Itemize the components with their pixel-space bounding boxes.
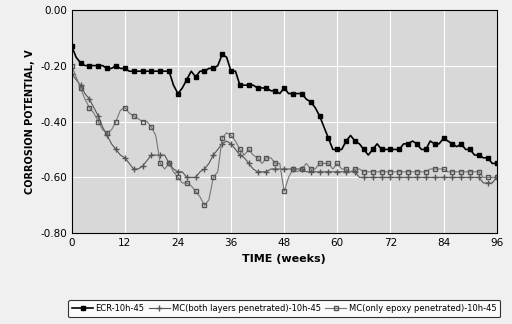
MC(only epoxy penetrated)-10h-45 [100, 128, 106, 132]
ECR-10h-45 [179, 86, 185, 90]
MC(both layers penetrated)-10h-45 [494, 176, 500, 179]
MC(only epoxy penetrated)-10h-45 [69, 64, 75, 68]
MC(both layers penetrated)-10h-45 [179, 170, 185, 174]
MC(both layers penetrated)-10h-45 [69, 72, 75, 76]
MC(only epoxy penetrated)-10h-45 [494, 176, 500, 179]
ECR-10h-45 [100, 64, 106, 68]
MC(both layers penetrated)-10h-45 [100, 125, 106, 129]
Line: MC(only epoxy penetrated)-10h-45: MC(only epoxy penetrated)-10h-45 [69, 63, 499, 208]
MC(both layers penetrated)-10h-45 [281, 167, 287, 171]
X-axis label: TIME (weeks): TIME (weeks) [242, 254, 326, 264]
ECR-10h-45 [312, 106, 318, 110]
MC(both layers penetrated)-10h-45 [480, 181, 486, 185]
MC(both layers penetrated)-10h-45 [396, 176, 402, 179]
ECR-10h-45 [396, 147, 402, 151]
MC(only epoxy penetrated)-10h-45 [179, 181, 185, 185]
ECR-10h-45 [494, 161, 500, 165]
Legend: ECR-10h-45, MC(both layers penetrated)-10h-45, MC(only epoxy penetrated)-10h-45: ECR-10h-45, MC(both layers penetrated)-1… [68, 300, 500, 318]
MC(only epoxy penetrated)-10h-45 [82, 97, 88, 101]
ECR-10h-45 [489, 161, 495, 165]
MC(only epoxy penetrated)-10h-45 [201, 203, 207, 207]
MC(both layers penetrated)-10h-45 [312, 170, 318, 174]
MC(only epoxy penetrated)-10h-45 [316, 161, 323, 165]
MC(only epoxy penetrated)-10h-45 [286, 176, 292, 179]
MC(both layers penetrated)-10h-45 [82, 92, 88, 96]
ECR-10h-45 [69, 44, 75, 48]
Line: MC(both layers penetrated)-10h-45: MC(both layers penetrated)-10h-45 [69, 71, 499, 186]
Line: ECR-10h-45: ECR-10h-45 [69, 44, 499, 166]
Y-axis label: CORROSION POTENTIAL, V: CORROSION POTENTIAL, V [25, 49, 34, 194]
MC(only epoxy penetrated)-10h-45 [400, 170, 407, 174]
ECR-10h-45 [281, 86, 287, 90]
ECR-10h-45 [82, 64, 88, 68]
